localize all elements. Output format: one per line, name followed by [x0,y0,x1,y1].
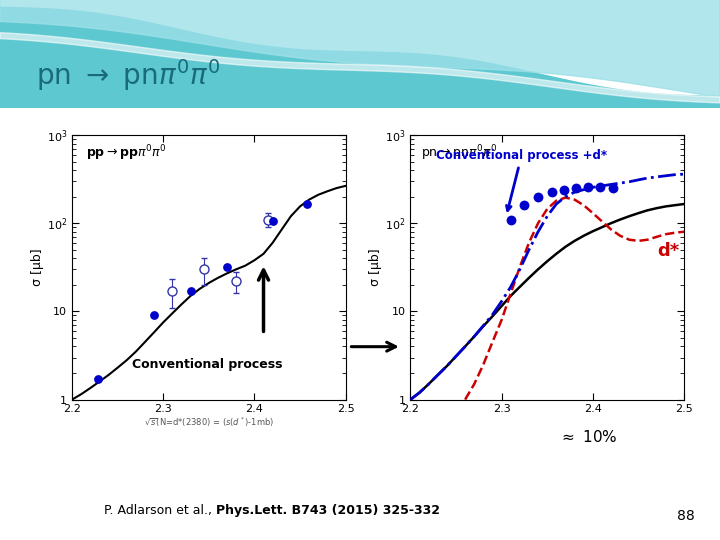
Text: pn$\rightarrow$pn$\pi^0\pi^0$: pn$\rightarrow$pn$\pi^0\pi^0$ [421,143,498,163]
Text: $\approx$ 10%: $\approx$ 10% [559,429,618,445]
Text: 88: 88 [677,509,695,523]
Text: $\sqrt{s}$(N=d*(2380) = ($s(d^*)$-1mb): $\sqrt{s}$(N=d*(2380) = ($s(d^*)$-1mb) [144,416,274,429]
Polygon shape [0,32,720,103]
Text: Phys.Lett. B743 (2015) 325-332: Phys.Lett. B743 (2015) 325-332 [216,504,440,517]
Point [594,183,606,192]
Point [571,184,582,192]
Point [91,375,103,383]
Text: P. Adlarson et al.,: P. Adlarson et al., [104,504,216,517]
Text: pp$\rightarrow$pp$\pi^0\pi^0$: pp$\rightarrow$pp$\pi^0\pi^0$ [86,143,166,163]
Point [185,287,197,295]
Y-axis label: σ [μb]: σ [μb] [369,248,382,286]
Point [267,217,279,226]
Polygon shape [0,0,720,95]
Point [582,183,594,192]
Point [148,311,160,320]
Text: d*: d* [657,242,680,260]
Text: Conventional process +d*: Conventional process +d* [436,150,607,211]
Point [607,184,618,192]
Point [221,262,233,271]
Text: pn $\rightarrow$ pn$\pi^0\pi^0$: pn $\rightarrow$ pn$\pi^0\pi^0$ [36,57,220,93]
Point [558,185,570,194]
Text: Conventional process: Conventional process [132,358,283,371]
Y-axis label: σ [μb]: σ [μb] [31,248,44,286]
Polygon shape [0,0,720,97]
Point [302,200,313,208]
Point [546,188,557,197]
Point [518,201,530,210]
Point [505,215,516,224]
Point [532,192,544,201]
